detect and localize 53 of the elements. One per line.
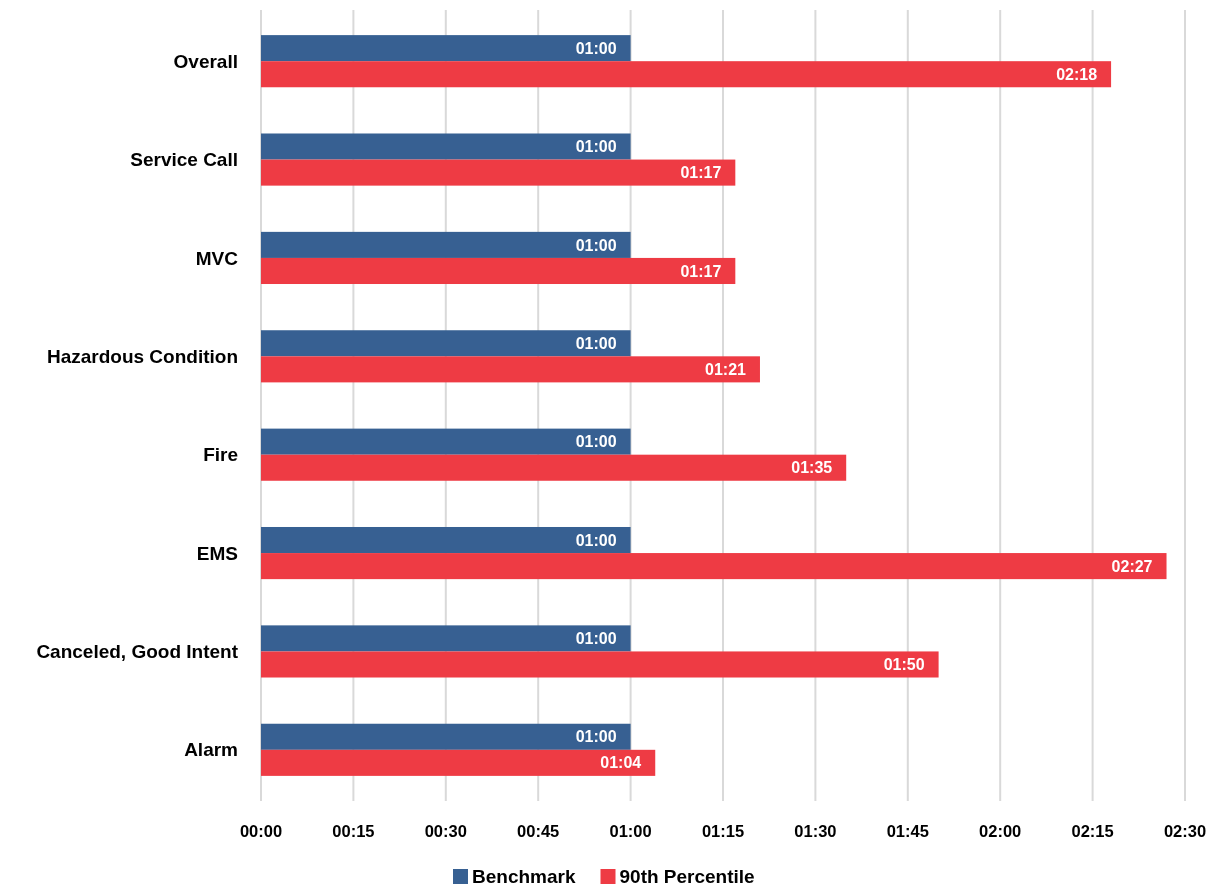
data-label: 01:00 xyxy=(575,531,617,549)
bar xyxy=(261,651,939,678)
bar xyxy=(261,61,1112,88)
x-tick-label: 00:00 xyxy=(239,822,283,840)
bar xyxy=(261,454,847,481)
y-tick-label: Overall xyxy=(173,50,238,72)
data-label: 01:00 xyxy=(575,236,617,254)
bar xyxy=(261,330,631,357)
bar xyxy=(261,159,736,186)
y-tick-label: Canceled, Good Intent xyxy=(36,641,239,663)
bar xyxy=(261,35,631,62)
legend-label: Benchmark xyxy=(472,866,576,887)
data-label: 01:50 xyxy=(883,656,925,674)
x-tick-label: 01:45 xyxy=(886,822,929,840)
bar xyxy=(261,526,631,554)
x-tick-label: 01:30 xyxy=(794,822,837,840)
data-label: 01:00 xyxy=(575,39,617,57)
y-tick-label: Hazardous Condition xyxy=(46,345,238,367)
data-label: 01:00 xyxy=(575,138,617,156)
bar xyxy=(261,231,631,258)
x-tick-label: 01:15 xyxy=(701,822,745,840)
x-tick-label: 02:15 xyxy=(1071,822,1114,840)
y-tick-label: Service Call xyxy=(130,149,238,171)
data-label: 01:00 xyxy=(575,630,617,647)
x-tick-label: 00:45 xyxy=(517,822,560,840)
data-label: 01:04 xyxy=(600,754,642,772)
bar xyxy=(261,428,631,455)
bar xyxy=(261,723,631,750)
bar xyxy=(261,356,760,383)
y-tick-label: Alarm xyxy=(184,739,238,761)
x-tick-label: 00:30 xyxy=(424,822,467,840)
data-label: 02:27 xyxy=(1111,557,1153,575)
data-label: 01:00 xyxy=(575,728,617,746)
y-tick-label: MVC xyxy=(195,247,239,269)
x-tick-label: 00:15 xyxy=(332,822,375,840)
x-tick-label: 02:30 xyxy=(1163,822,1207,840)
data-label: 01:35 xyxy=(791,459,833,477)
data-label: 02:18 xyxy=(1056,65,1098,83)
data-label: 01:00 xyxy=(575,334,617,352)
data-label: 01:21 xyxy=(705,360,747,378)
y-tick-label: Fire xyxy=(203,444,238,466)
bar xyxy=(261,749,656,776)
data-label: 01:17 xyxy=(680,262,722,280)
bar xyxy=(261,133,631,160)
x-tick-label: 01:00 xyxy=(609,822,652,840)
legend-label: 90th Percentile xyxy=(619,866,755,887)
x-tick-label: 02:00 xyxy=(979,822,1022,840)
bar xyxy=(261,257,736,285)
data-label: 01:00 xyxy=(575,433,617,451)
bar xyxy=(261,625,631,652)
y-tick-label: EMS xyxy=(196,542,238,564)
bar xyxy=(261,553,1167,580)
data-label: 01:17 xyxy=(680,164,722,182)
